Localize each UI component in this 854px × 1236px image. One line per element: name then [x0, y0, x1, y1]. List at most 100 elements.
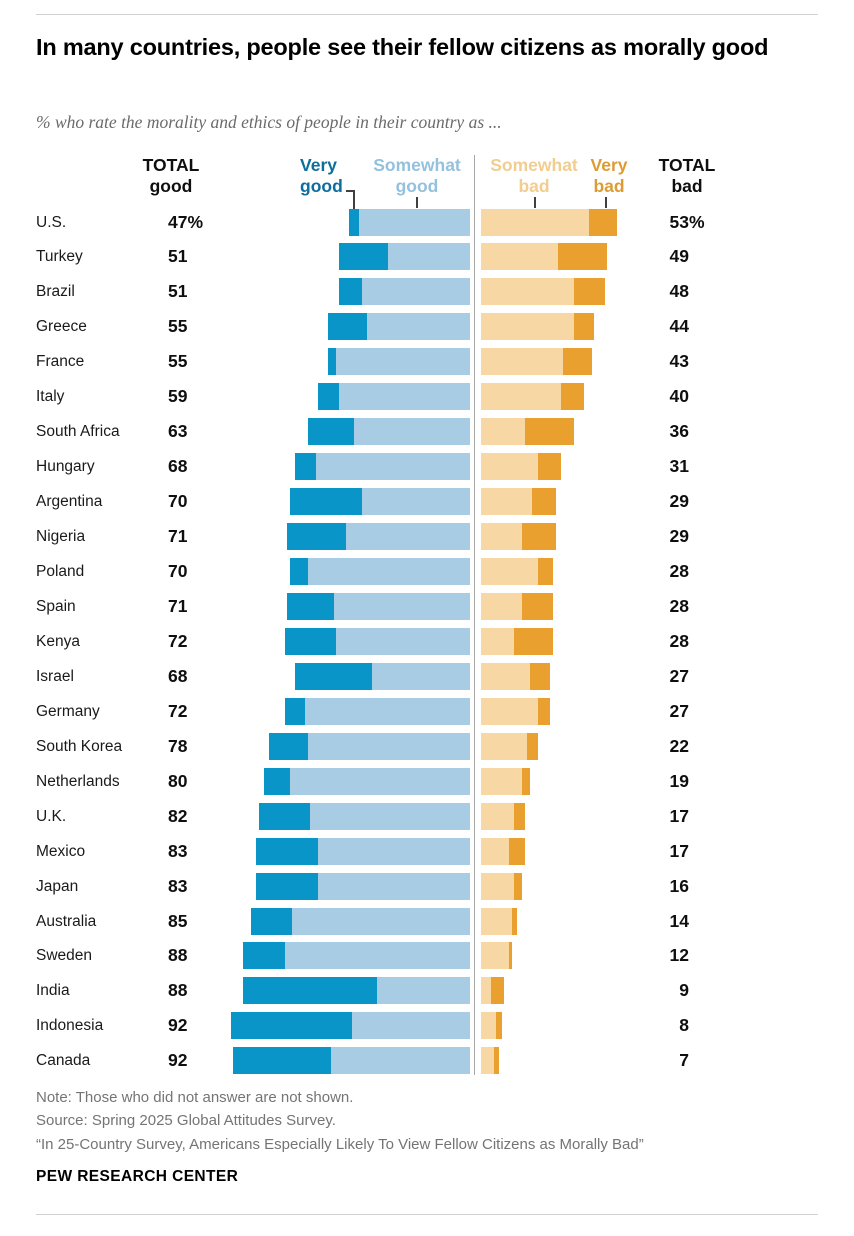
good-bar [318, 383, 470, 411]
country-row: Japan 83 16 [0, 872, 854, 900]
somewhat-bad-segment [481, 313, 574, 341]
bad-bar [481, 348, 592, 376]
total-bad-value: 53% [620, 209, 705, 236]
good-bar [338, 243, 470, 271]
bad-bar [481, 837, 525, 865]
legend-very-good-line1: Very [300, 155, 337, 175]
percent-sign: % [689, 211, 705, 232]
very-good-segment [338, 278, 362, 306]
country-row: Spain 71 28 [0, 592, 854, 620]
somewhat-bad-segment [481, 558, 538, 585]
total-good-value: 55 [168, 351, 188, 372]
very-bad-segment [589, 208, 618, 236]
good-bar [287, 523, 470, 551]
total-bad-value: 22 [669, 735, 689, 756]
somewhat-good-segment [367, 313, 470, 341]
very-good-segment [284, 697, 306, 725]
country-label: Kenya [36, 632, 80, 650]
total-good-value: 68 [168, 456, 188, 477]
very-good-segment [243, 942, 285, 970]
total-good-value: 71 [168, 595, 188, 616]
somewhat-good-segment [354, 418, 470, 446]
total-bad-value: 29 [669, 491, 689, 512]
country-label: U.S. [36, 213, 67, 231]
somewhat-bad-segment [481, 627, 515, 655]
very-bad-segment [537, 453, 561, 481]
very-good-segment [318, 383, 339, 411]
very-bad-segment [529, 662, 551, 690]
somewhat-bad-tick [534, 197, 536, 208]
total-bad-value: 27 [669, 665, 689, 686]
total-bad-value: 14 [669, 910, 689, 931]
very-bad-segment [514, 872, 523, 900]
bad-bar [481, 942, 512, 970]
good-bar [307, 418, 470, 446]
very-bad-tick [605, 197, 607, 208]
legend-very-bad: Very bad [579, 155, 639, 197]
somewhat-good-segment [289, 767, 470, 795]
country-label: India [36, 982, 70, 1000]
good-bar [264, 767, 470, 795]
very-good-connector-line [346, 190, 355, 209]
somewhat-good-segment [361, 278, 470, 306]
footer-source: Source: Spring 2025 Global Attitudes Sur… [36, 1112, 336, 1130]
country-row: Australia 85 14 [0, 907, 854, 935]
footer-report-title: “In 25-Country Survey, Americans Especia… [36, 1135, 644, 1153]
good-bar [256, 872, 470, 900]
country-row: South Korea 78 22 [0, 732, 854, 760]
bad-bar [481, 1047, 499, 1075]
total-bad-value: 49 [669, 246, 689, 267]
very-good-segment [256, 872, 319, 900]
good-bar [294, 453, 470, 481]
somewhat-good-segment [338, 383, 470, 411]
somewhat-bad-segment [481, 488, 533, 516]
very-bad-segment [493, 1047, 499, 1075]
total-bad-value: 48 [669, 281, 689, 302]
very-good-segment [251, 907, 293, 935]
total-good-value: 71 [168, 526, 188, 547]
very-bad-segment [522, 592, 554, 620]
somewhat-good-segment [284, 942, 470, 970]
total-bad-value: 27 [669, 700, 689, 721]
very-bad-segment [532, 488, 556, 516]
total-good-value: 51 [168, 281, 188, 302]
bad-bar [481, 627, 554, 655]
footer-note: Note: Those who did not answer are not s… [36, 1089, 354, 1106]
country-label: Netherlands [36, 772, 120, 790]
very-bad-segment [496, 1012, 502, 1040]
total-good-value: 72 [168, 700, 188, 721]
country-label: Israel [36, 667, 74, 685]
column-header-total-bad-line2: bad [671, 176, 703, 196]
somewhat-bad-segment [481, 662, 530, 690]
legend-very-bad-line1: Very [590, 155, 628, 175]
good-bar [289, 558, 470, 585]
somewhat-bad-segment [481, 1047, 494, 1075]
somewhat-bad-segment [481, 208, 590, 236]
country-row: Greece 55 44 [0, 313, 854, 341]
somewhat-good-segment [372, 662, 470, 690]
very-bad-segment [563, 348, 592, 376]
good-bar [258, 802, 470, 830]
very-good-segment [256, 837, 319, 865]
total-bad-value: 17 [669, 840, 689, 861]
bad-bar [481, 662, 551, 690]
country-row: Kenya 72 28 [0, 627, 854, 655]
total-bad-value: 9 [679, 980, 689, 1001]
country-row: Brazil 51 48 [0, 278, 854, 306]
good-bar [243, 942, 470, 970]
legend-very-good-line2: good [300, 176, 343, 196]
country-label: Nigeria [36, 528, 86, 546]
legend-somewhat-bad-line1: Somewhat [490, 155, 578, 175]
country-label: Spain [36, 597, 76, 615]
bad-bar [481, 558, 554, 585]
very-bad-segment [573, 278, 605, 306]
bad-bar [481, 208, 618, 236]
total-bad-value: 12 [669, 945, 689, 966]
very-bad-segment [560, 383, 584, 411]
country-row: Sweden 88 12 [0, 942, 854, 970]
chart-title: In many countries, people see their fell… [36, 34, 769, 60]
country-label: Hungary [36, 458, 95, 476]
bad-bar [481, 1012, 502, 1040]
country-label: France [36, 353, 85, 371]
total-bad-value: 43 [669, 351, 689, 372]
